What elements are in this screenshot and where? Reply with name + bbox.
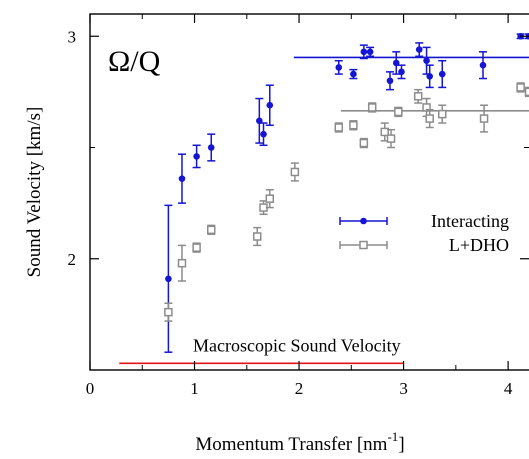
data-point xyxy=(479,61,487,69)
x-axis-title-sup: -1 xyxy=(387,429,398,444)
data-point xyxy=(192,243,201,252)
data-point xyxy=(206,225,216,235)
data-point xyxy=(350,70,357,78)
data-point xyxy=(386,77,394,85)
data-point xyxy=(516,83,525,92)
legend-label: Interacting xyxy=(431,211,509,231)
legend-item-0: Interacting xyxy=(339,211,509,231)
x-axis-title-tail: ] xyxy=(398,434,404,455)
data-point xyxy=(164,307,173,317)
data-point xyxy=(193,153,200,160)
series-1 xyxy=(164,82,529,322)
data-point xyxy=(386,134,396,143)
chart-labels: Macroscopic Sound Velocity 0 1 2 3 4 2 3 Ω/Q Mome… xyxy=(24,27,513,455)
data-point xyxy=(260,130,267,138)
data-point xyxy=(426,73,434,80)
x-tick-label: 3 xyxy=(399,379,408,398)
series-0 xyxy=(164,32,529,353)
x-tick-label: 4 xyxy=(504,379,513,398)
data-point xyxy=(398,68,405,76)
data-point xyxy=(360,48,368,56)
data-point xyxy=(207,144,215,151)
data-point xyxy=(425,114,434,123)
data-point xyxy=(359,138,369,148)
data-point xyxy=(415,46,423,53)
data-point xyxy=(349,121,358,130)
x-tick-label: 0 xyxy=(86,379,95,398)
legend-label: L+DHO xyxy=(449,235,509,255)
axes xyxy=(89,13,529,371)
data-point xyxy=(178,175,186,182)
data-point xyxy=(479,114,489,123)
data-point xyxy=(394,107,403,117)
data-point xyxy=(366,48,374,56)
y-tick-label: 3 xyxy=(68,27,77,46)
x-tick-label: 2 xyxy=(295,379,304,398)
plot-marks xyxy=(119,32,529,365)
legend-item-1: L+DHO xyxy=(339,235,509,255)
data-point xyxy=(367,103,377,112)
legend: Interacting L+DHO xyxy=(339,211,509,255)
data-point xyxy=(266,101,274,109)
data-point xyxy=(335,64,343,71)
data-point xyxy=(423,57,430,65)
data-point xyxy=(265,194,275,203)
y-tick-label: 2 xyxy=(68,250,77,269)
data-point xyxy=(177,258,187,268)
data-point xyxy=(334,123,344,132)
data-point xyxy=(437,109,447,119)
data-point xyxy=(165,275,172,283)
x-axis-title-main: Momentum Transfer [nm xyxy=(195,434,387,455)
data-point xyxy=(252,232,262,241)
data-point xyxy=(524,87,529,97)
legend-marker xyxy=(360,217,367,225)
omega-over-q-annotation: Ω/Q xyxy=(108,45,161,78)
macroscopic-sound-velocity-label: Macroscopic Sound Velocity xyxy=(193,335,401,355)
data-point xyxy=(438,70,446,78)
data-point xyxy=(290,167,300,177)
x-tick-label: 1 xyxy=(190,379,199,398)
data-point xyxy=(380,127,390,137)
x-axis-title: Momentum Transfer [nm-1] xyxy=(195,429,404,455)
legend-marker xyxy=(359,240,368,250)
data-point xyxy=(413,92,423,101)
plot-frame xyxy=(89,13,529,371)
y-axis-title: Sound Velocity [km/s] xyxy=(24,107,45,278)
data-point xyxy=(422,103,431,112)
